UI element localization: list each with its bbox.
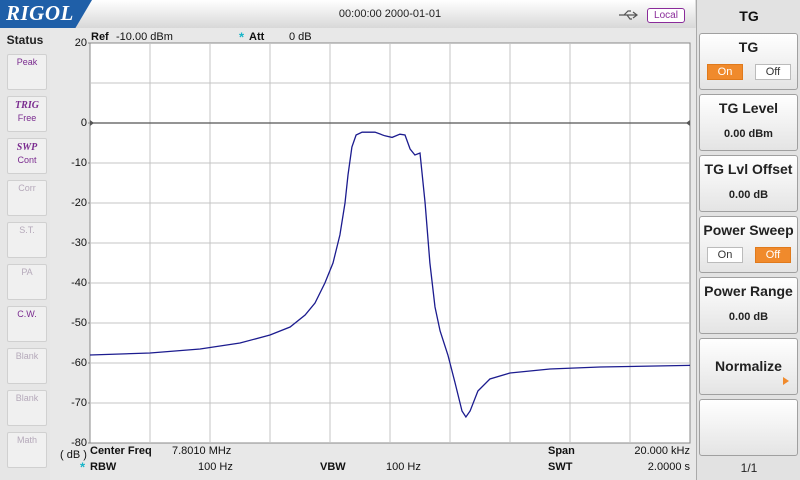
local-button[interactable]: Local [647,8,685,23]
menu-option[interactable]: On [707,64,743,80]
param-label: Center Freq [90,445,152,457]
status-item[interactable]: Corr [7,180,47,216]
att-label: Att [249,31,265,43]
y-tick-label: -70 [71,397,87,409]
param-label: VBW [320,461,346,473]
y-tick-label: -60 [71,357,87,369]
param-value: 100 Hz [198,461,233,473]
menu-panel: TG 1/1 TG On Off TG Level 0.00 dBm TG Lvl Off… [696,0,800,480]
menu-button[interactable]: TG On Off [699,33,798,90]
status-item-title: TRIG [15,100,39,111]
menu-button-label: Power Range [704,283,793,299]
y-tick-label: 20 [75,37,87,49]
menu-button-value: 0.00 dBm [724,128,773,140]
status-item-label: Blank [15,351,39,361]
param-value: 100 Hz [386,461,421,473]
menu-button-label: TG Lvl Offset [704,161,793,177]
param-label: RBW [90,461,117,473]
y-tick-label: -10 [71,157,87,169]
status-item-label: S.T. [19,225,35,235]
ref-label: Ref [91,31,109,43]
menu-option[interactable]: Off [755,247,791,263]
param-flag: * [80,459,86,474]
menu-button-label: Power Sweep [703,222,794,238]
menu-button-value: 0.00 dB [728,311,769,323]
status-item-title: SWP [16,142,38,153]
param-value: 7.8010 MHz [172,445,231,457]
menu-button[interactable]: Normalize [699,338,798,395]
reference-marker [90,120,94,126]
menu-option[interactable]: Off [755,64,791,80]
status-item[interactable]: C.W. [7,306,47,342]
menu-button-label: Normalize [715,358,782,374]
sidebar: Status Peak TRIG Free SWP Cont Corr S.T. PA C.W.… [0,28,51,480]
status-item-label: Blank [15,393,39,403]
logo: RIGOL [0,0,92,28]
y-tick-label: -50 [71,317,87,329]
att-value: 0 dB [289,31,312,43]
status-item[interactable]: PA [7,264,47,300]
status-item-label: C.W. [17,309,37,319]
status-item[interactable]: S.T. [7,222,47,258]
status-item-label: Corr [18,183,36,193]
page-indicator: 1/1 [740,461,758,475]
status-item[interactable]: SWP Cont [7,138,47,174]
menu-title: TG [739,8,759,24]
param-value: 2.0000 s [648,461,691,473]
menu-button-label: TG [738,39,759,55]
top-bar [0,0,695,28]
y-tick-label: -30 [71,237,87,249]
usb-icon [619,10,638,20]
menu-option[interactable]: On [707,247,743,263]
param-label: Span [548,445,575,457]
menu-button-label: TG Level [718,100,779,116]
status-item-label: Cont [17,155,37,165]
status-item[interactable]: Math [7,432,47,468]
y-tick-label: -20 [71,197,87,209]
param-value: 20.000 kHz [634,445,690,457]
trace-chart: Ref -10.00 dBm * Att 0 dB ( dB ) 20 0 -10 -… [50,28,696,480]
y-unit: ( dB ) [60,449,87,461]
reference-marker [686,120,690,126]
menu-button[interactable]: Power Sweep On Off [699,216,798,273]
status-item[interactable]: Peak [7,54,47,90]
status-title: Status [6,33,44,47]
menu-button[interactable] [699,399,798,456]
att-flag: * [239,29,245,44]
status-item[interactable]: Blank [7,348,47,384]
status-item-label: Free [17,113,37,123]
menu-button-value: 0.00 dB [728,189,769,201]
trace [89,131,691,419]
status-item-label: Math [16,435,37,445]
y-tick-label: -40 [71,277,87,289]
status-item[interactable]: Blank [7,390,47,426]
submenu-arrow [783,377,789,385]
ref-value: -10.00 dBm [116,31,173,43]
status-item[interactable]: TRIG Free [7,96,47,132]
status-item-label: Peak [16,57,38,67]
y-tick-label: -80 [71,437,87,449]
menu-button[interactable]: TG Lvl Offset 0.00 dB [699,155,798,212]
status-item-label: PA [21,267,33,277]
y-tick-label: 0 [81,117,87,129]
menu-button[interactable]: Power Range 0.00 dB [699,277,798,334]
datetime: 00:00:00 2000-01-01 [338,8,442,20]
param-label: SWT [548,461,573,473]
menu-button[interactable]: TG Level 0.00 dBm [699,94,798,151]
